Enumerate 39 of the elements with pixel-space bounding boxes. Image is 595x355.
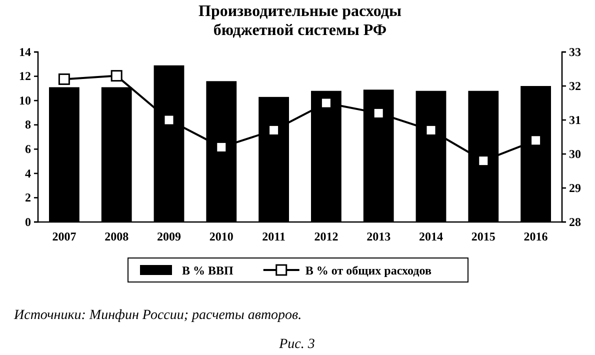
y-tick-label: 12 [19, 69, 31, 84]
y2-tick-label: 28 [569, 214, 581, 229]
y-tick-label: 2 [25, 190, 31, 205]
point [372, 107, 384, 119]
y2-tick-label: 29 [569, 180, 581, 195]
y2-tick-label: 32 [569, 78, 581, 93]
point [110, 70, 122, 82]
point [268, 124, 280, 136]
x-tick-label: 2009 [157, 230, 181, 244]
legend-label: В % от общих расходов [305, 264, 432, 278]
y2-tick-label: 33 [569, 44, 581, 59]
y-tick-label: 6 [25, 142, 31, 156]
x-tick-label: 2015 [471, 230, 496, 244]
legend-label: В % ВВП [182, 264, 234, 278]
x-tick-label: 2016 [524, 230, 548, 244]
point [425, 124, 437, 136]
x-tick-label: 2007 [52, 230, 76, 244]
x-tick-label: 2014 [419, 230, 443, 244]
text: Источники: Минфин России; расчеты авторов. [13, 308, 302, 323]
x-tick-label: 2013 [366, 230, 391, 244]
chart-title: Производительные расходы бюджетной системы РФ [198, 3, 402, 39]
point [320, 97, 332, 109]
x-tick-label: 2011 [262, 230, 286, 244]
y2-tick-label: 30 [569, 146, 581, 161]
y-tick-label: 8 [25, 118, 31, 132]
y-tick-label: 0 [25, 214, 31, 229]
point [163, 114, 175, 126]
point [478, 155, 490, 167]
point [58, 73, 70, 85]
x-tick-label: 2010 [209, 230, 234, 244]
y-tick-label: 14 [19, 44, 31, 59]
x-tick-label: 2008 [104, 230, 129, 244]
point [530, 134, 542, 146]
y-tick-label: 4 [25, 166, 31, 180]
x-tick-label: 2012 [314, 230, 338, 244]
y-tick-label: 10 [19, 93, 31, 108]
y2-tick-label: 31 [569, 112, 581, 127]
point [216, 141, 228, 153]
text: Рис. 3 [278, 337, 315, 352]
